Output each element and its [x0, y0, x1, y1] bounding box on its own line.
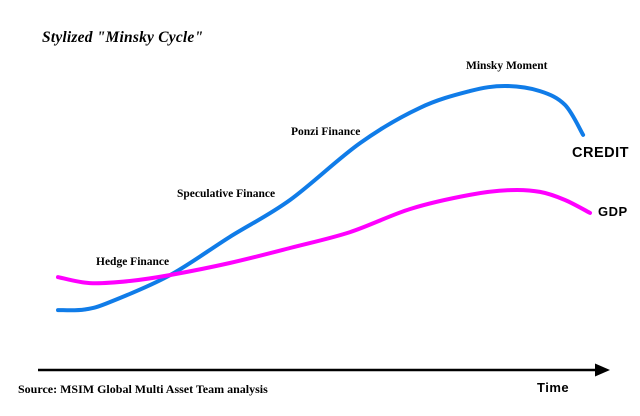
gdp-curve	[56, 187, 592, 286]
annotation-ponzi-finance: Ponzi Finance	[291, 126, 361, 138]
credit-curve	[56, 84, 586, 313]
annotation-speculative-finance: Speculative Finance	[177, 188, 276, 200]
time-axis-label: Time	[537, 380, 570, 395]
gdp-series-label: GDP	[598, 204, 628, 219]
annotation-hedge-finance: Hedge Finance	[96, 256, 170, 268]
annotation-minsky-moment: Minsky Moment	[466, 60, 548, 72]
chart-title: Stylized "Minsky Cycle"	[42, 29, 204, 46]
source-note: Source: MSIM Global Multi Asset Team ana…	[18, 382, 268, 396]
time-axis-arrow	[38, 363, 610, 377]
credit-series-label: CREDIT	[572, 145, 629, 161]
